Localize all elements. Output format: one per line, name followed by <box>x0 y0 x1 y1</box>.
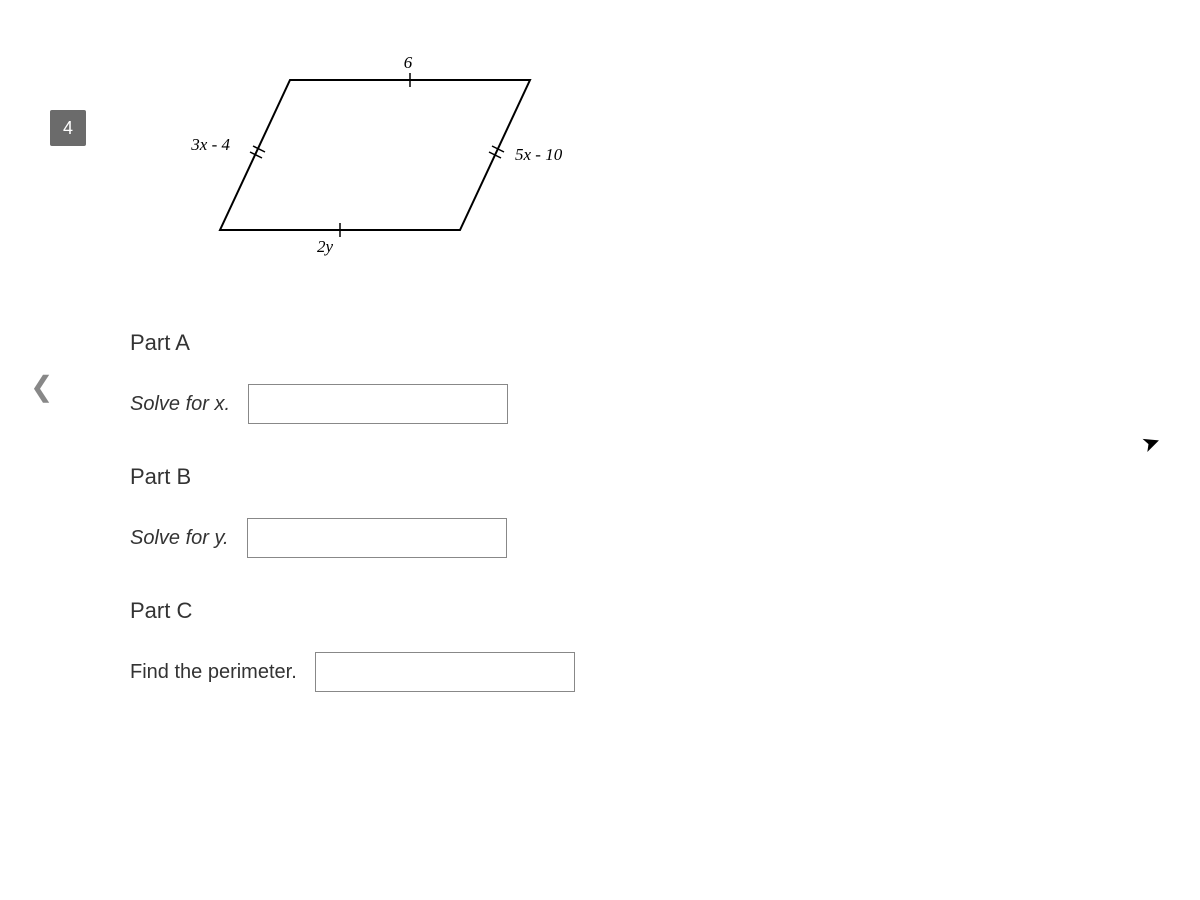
part-c: Part C Find the perimeter. <box>130 598 1140 692</box>
part-b: Part B Solve for y. <box>130 464 1140 558</box>
cursor-icon: ➤ <box>1138 428 1164 459</box>
part-a-row: Solve for x. <box>130 384 1140 424</box>
label-right: 5x - 10 <box>515 145 563 164</box>
part-a: Part A Solve for x. <box>130 330 1140 424</box>
part-b-title: Part B <box>130 464 1140 490</box>
prev-chevron-icon[interactable]: ❮ <box>30 370 53 403</box>
part-a-title: Part A <box>130 330 1140 356</box>
part-c-row: Find the perimeter. <box>130 652 1140 692</box>
part-c-input[interactable] <box>315 652 575 692</box>
parallelogram-diagram: 6 3x - 4 5x - 10 2y <box>160 50 660 270</box>
question-number-text: 4 <box>63 118 73 139</box>
part-a-prompt: Solve for x. <box>130 393 230 416</box>
label-left: 3x - 4 <box>190 135 230 154</box>
parts-container: Part A Solve for x. Part B Solve for y. … <box>130 330 1140 692</box>
part-b-row: Solve for y. <box>130 518 1140 558</box>
part-b-prompt: Solve for y. <box>130 527 229 550</box>
question-page: 4 ❮ 6 3x - 4 5x - 10 2y Part A <box>0 0 1200 900</box>
label-top: 6 <box>404 53 413 72</box>
question-number-badge: 4 <box>50 110 86 146</box>
part-c-title: Part C <box>130 598 1140 624</box>
part-b-input[interactable] <box>247 518 507 558</box>
parallelogram-shape <box>220 80 530 230</box>
part-c-prompt: Find the perimeter. <box>130 661 297 684</box>
part-a-input[interactable] <box>248 384 508 424</box>
label-bottom: 2y <box>317 237 334 256</box>
